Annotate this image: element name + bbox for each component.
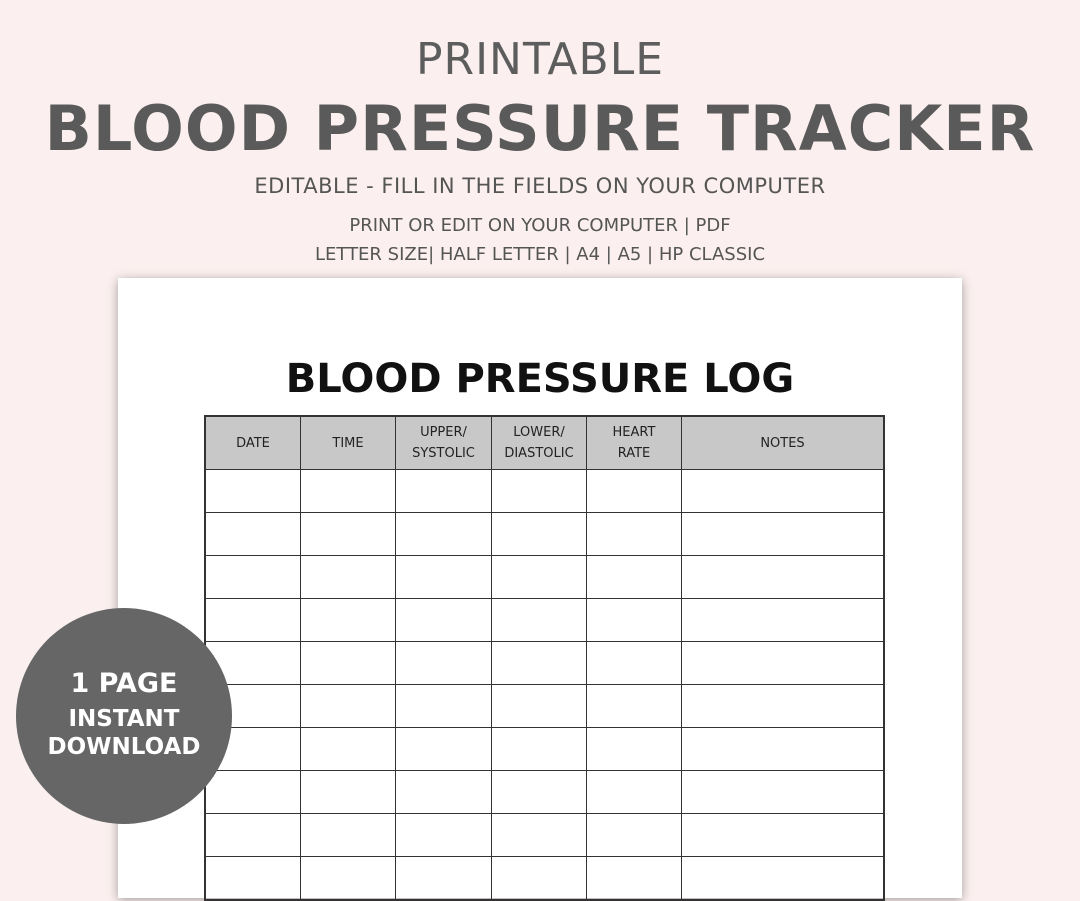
log-cell (204, 555, 301, 599)
log-cell (300, 813, 396, 857)
log-cell (395, 770, 492, 814)
log-cell (681, 813, 885, 857)
table-row (204, 813, 885, 857)
log-cell (681, 641, 885, 685)
log-cell (300, 727, 396, 771)
log-cell (681, 512, 885, 556)
log-cell (681, 555, 885, 599)
log-cell (491, 684, 587, 728)
log-cell (491, 512, 587, 556)
kicker: PRINTABLE (415, 34, 665, 85)
log-cell (300, 770, 396, 814)
badge-line-1: 1 PAGE (70, 668, 178, 699)
log-cell (395, 813, 492, 857)
log-cell (300, 684, 396, 728)
format-line-1: PRINT OR EDIT ON YOUR COMPUTER | PDF (349, 215, 731, 236)
log-cell (300, 856, 396, 901)
log-cell (681, 770, 885, 814)
log-cell (681, 684, 885, 728)
log-cell (204, 512, 301, 556)
log-cell (491, 641, 587, 685)
log-cell (586, 469, 682, 513)
log-cell (395, 512, 492, 556)
column-header-line: LOWER/ (513, 425, 565, 440)
log-cell (491, 598, 587, 642)
table-row (204, 641, 885, 685)
log-cell (300, 512, 396, 556)
log-cell (586, 684, 682, 728)
table-row (204, 555, 885, 599)
column-header: NOTES (681, 415, 885, 470)
log-cell (681, 469, 885, 513)
table-row (204, 512, 885, 556)
column-header: LOWER/DIASTOLIC (491, 415, 587, 470)
log-cell (586, 555, 682, 599)
format-info: PRINT OR EDIT ON YOUR COMPUTER | PDF LET… (0, 211, 1080, 269)
log-cell (681, 856, 885, 901)
log-cell (681, 598, 885, 642)
log-cell (491, 856, 587, 901)
log-cell (586, 813, 682, 857)
column-header: TIME (300, 415, 396, 470)
log-cell (395, 684, 492, 728)
column-header: HEART RATE (586, 415, 682, 470)
column-header-line: UPPER/ (420, 425, 467, 440)
log-cell (395, 727, 492, 771)
log-cell (681, 727, 885, 771)
log-cell (586, 641, 682, 685)
table-row (204, 770, 885, 814)
log-cell (395, 469, 492, 513)
column-header: UPPER/SYSTOLIC (395, 415, 492, 470)
log-cell (491, 813, 587, 857)
table-row (204, 469, 885, 513)
log-cell (204, 469, 301, 513)
main-title: BLOOD PRESSURE TRACKER (44, 92, 1036, 165)
log-cell (586, 770, 682, 814)
column-header: DATE (204, 415, 301, 470)
log-cell (586, 727, 682, 771)
log-cell (491, 770, 587, 814)
log-cell (300, 641, 396, 685)
column-header-line: DATE (236, 435, 270, 451)
table-row (204, 856, 885, 901)
log-cell (300, 598, 396, 642)
log-cell (204, 813, 301, 857)
log-cell (395, 641, 492, 685)
log-title: BLOOD PRESSURE LOG (285, 356, 795, 402)
log-cell (395, 598, 492, 642)
column-header-line: SYSTOLIC (412, 446, 475, 461)
table-row (204, 727, 885, 771)
log-cell (491, 555, 587, 599)
subtitle: EDITABLE - FILL IN THE FIELDS ON YOUR CO… (254, 174, 826, 198)
column-header-line: HEART (612, 425, 656, 440)
log-cell (395, 856, 492, 901)
log-cell (204, 770, 301, 814)
log-cell (491, 469, 587, 513)
instant-download-badge: 1 PAGE INSTANT DOWNLOAD (16, 608, 232, 824)
badge-line-2: INSTANT (68, 706, 180, 732)
column-header-line: RATE (617, 446, 651, 461)
log-cell (586, 512, 682, 556)
badge-line-3: DOWNLOAD (47, 734, 201, 760)
log-cell (204, 598, 301, 642)
log-cell (300, 555, 396, 599)
log-page-preview: BLOOD PRESSURE LOG DATE TIME UPPER/SYSTOLI… (118, 278, 962, 901)
column-header-line: DIASTOLIC (504, 446, 574, 461)
log-cell (300, 469, 396, 513)
column-header-line: TIME (332, 435, 364, 451)
format-line-2: LETTER SIZE| HALF LETTER | A4 | A5 | HP … (314, 244, 766, 265)
table-row (204, 684, 885, 728)
table-row (204, 598, 885, 642)
log-cell (395, 555, 492, 599)
log-cell (586, 598, 682, 642)
column-header-line: NOTES (760, 435, 805, 451)
log-table: DATE TIME UPPER/SYSTOLIC LOWER/DIASTOLIC HEA… (204, 415, 885, 901)
log-cell (204, 856, 301, 901)
log-cell (586, 856, 682, 901)
log-cell (491, 727, 587, 771)
